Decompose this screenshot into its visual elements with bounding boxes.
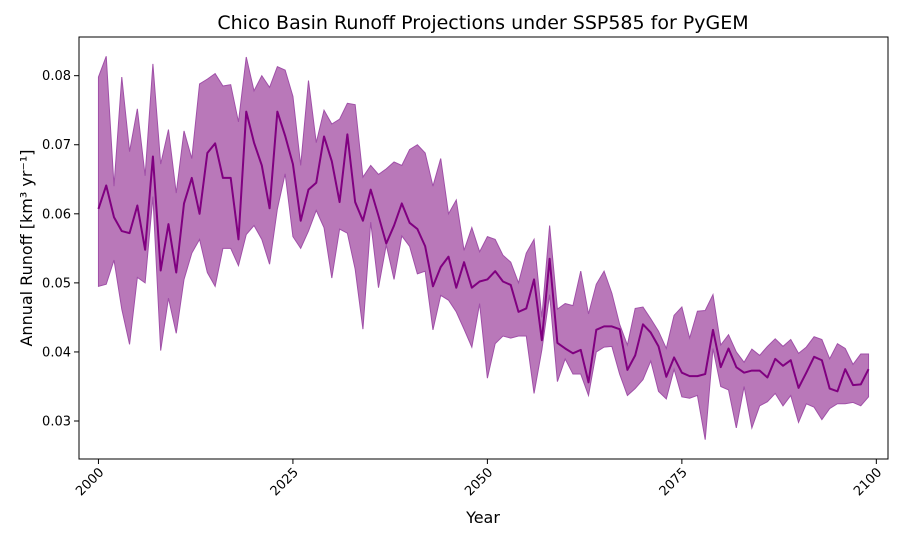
y-tick-label: 0.07	[42, 138, 71, 153]
x-axis-ticks: 2000 2025 2050 2075 2100	[73, 459, 885, 499]
plot-frame	[78, 36, 889, 460]
x-tick-label: 2050	[462, 465, 496, 499]
x-tick-label: 2075	[657, 465, 691, 499]
median-runoff-line	[97, 110, 870, 393]
plot-area	[97, 56, 870, 440]
x-axis-label: Year	[465, 508, 500, 527]
y-tick-label: 0.08	[42, 69, 71, 84]
y-tick-label: 0.03	[42, 415, 71, 430]
y-tick-label: 0.04	[42, 345, 71, 360]
y-tick-label: 0.06	[42, 207, 71, 222]
x-tick-label: 2000	[73, 465, 107, 499]
uncertainty-band	[97, 56, 870, 440]
y-axis-label: Annual Runoff [km³ yr⁻¹]	[17, 149, 36, 346]
chart-title: Chico Basin Runoff Projections under SSP…	[217, 12, 748, 34]
y-tick-label: 0.05	[42, 276, 71, 291]
y-axis-ticks: 0.03 0.04 0.05 0.06 0.07 0.08	[42, 69, 79, 430]
x-tick-label: 2100	[851, 465, 885, 499]
x-tick-label: 2025	[268, 465, 302, 499]
